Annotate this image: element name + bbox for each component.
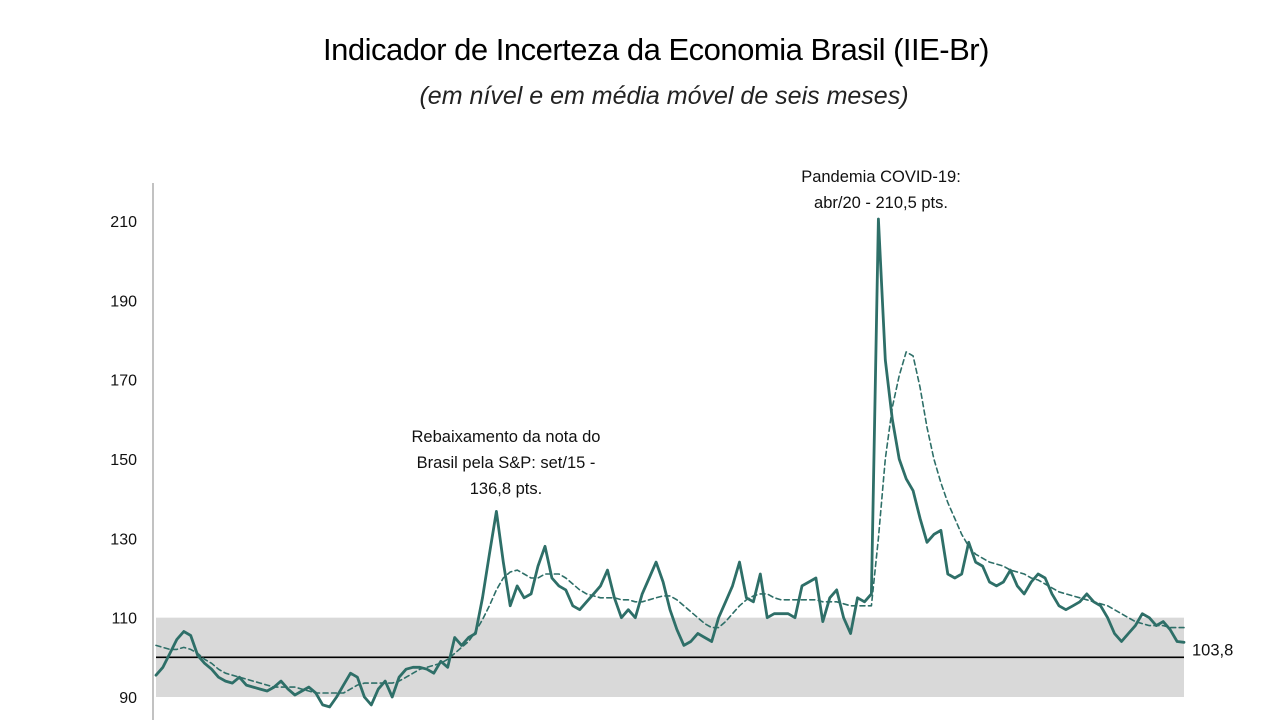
chart-subtitle: (em nível e em média móvel de seis meses… bbox=[419, 82, 909, 110]
y-tick-label: 90 bbox=[119, 690, 137, 707]
moving-average-line bbox=[155, 351, 1185, 694]
y-tick-label: 170 bbox=[110, 373, 137, 390]
end-value-label: 103,8 bbox=[1192, 641, 1233, 659]
y-tick-label: 150 bbox=[110, 452, 137, 469]
annotation-text: Brasil pela S&P: set/15 - bbox=[417, 454, 596, 472]
annotation-text: Rebaixamento da nota do bbox=[412, 428, 601, 446]
annotation-text: 136,8 pts. bbox=[470, 480, 542, 498]
chart-title: Indicador de Incerteza da Economia Brasi… bbox=[323, 32, 989, 67]
y-tick-label: 210 bbox=[110, 214, 137, 231]
y-tick-label: 110 bbox=[111, 611, 137, 628]
index-line bbox=[154, 217, 1186, 709]
y-tick-label: 190 bbox=[110, 293, 137, 310]
y-tick-label: 130 bbox=[110, 531, 137, 548]
annotation-text: abr/20 - 210,5 pts. bbox=[814, 194, 948, 212]
annotation-text: Pandemia COVID-19: bbox=[801, 168, 961, 186]
